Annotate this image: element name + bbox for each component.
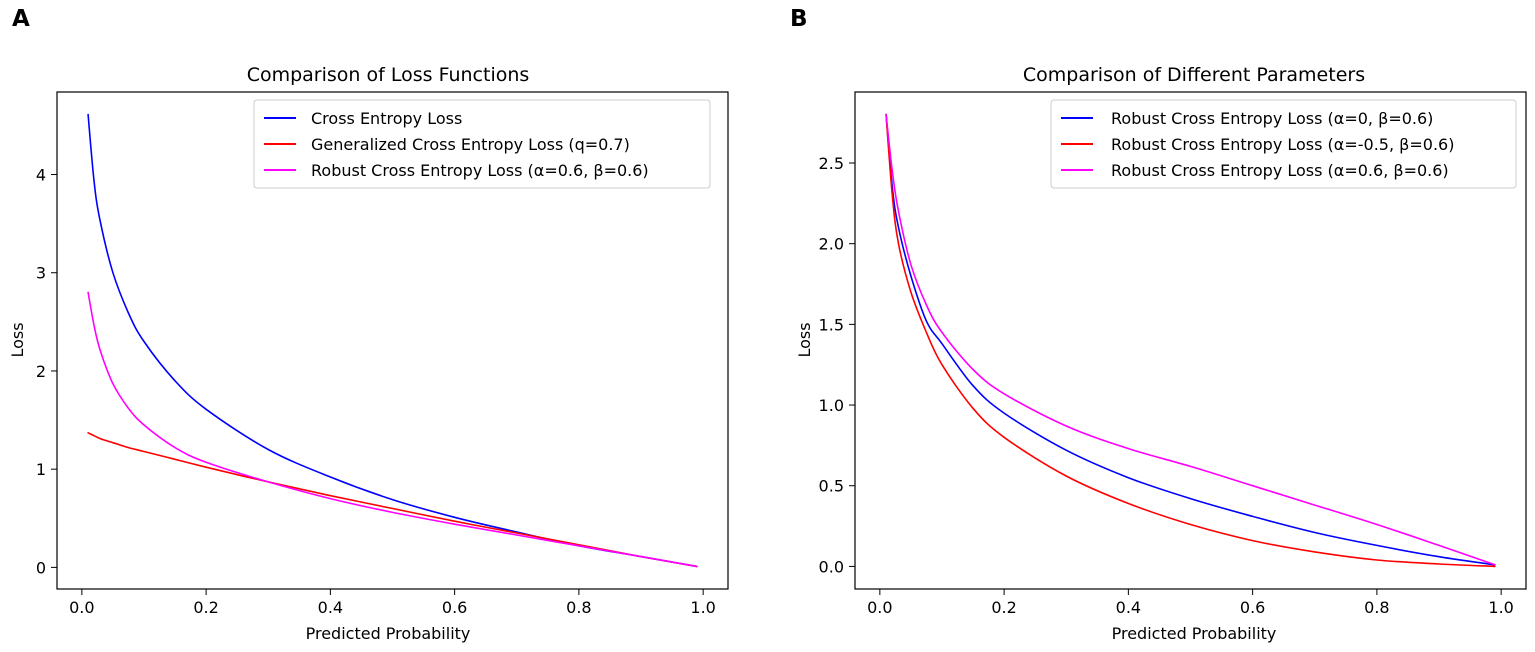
series-line-a-2 bbox=[87, 291, 698, 568]
legend-label: Robust Cross Entropy Loss (α=0, β=0.6) bbox=[1111, 109, 1433, 128]
chart-title-b: Comparison of Different Parameters bbox=[1023, 64, 1365, 86]
x-tick-label: 0.4 bbox=[318, 598, 343, 617]
x-tick-label: 0.8 bbox=[1364, 598, 1389, 617]
y-axis-label-b: Loss bbox=[795, 322, 814, 357]
y-tick-label: 1.5 bbox=[819, 315, 844, 334]
x-axis-label-a: Predicted Probability bbox=[306, 624, 471, 643]
y-tick-label: 2.0 bbox=[819, 235, 844, 254]
panel-b: B Comparison of Different Parameters 0.0… bbox=[790, 6, 1527, 643]
y-tick-label: 1.0 bbox=[819, 396, 844, 415]
series-line-a-1 bbox=[87, 432, 698, 568]
x-tick-label: 0.6 bbox=[442, 598, 467, 617]
series-lines-a bbox=[87, 113, 698, 568]
axes-frame-b bbox=[854, 91, 1527, 590]
legend-b: Robust Cross Entropy Loss (α=0, β=0.6) R… bbox=[1050, 99, 1517, 189]
x-tick-label: 0.2 bbox=[991, 598, 1016, 617]
legend-label: Robust Cross Entropy Loss (α=0.6, β=0.6) bbox=[1111, 161, 1449, 180]
x-tick-label: 0.4 bbox=[1116, 598, 1141, 617]
y-tick-label: 3 bbox=[36, 264, 46, 283]
legend-box-b bbox=[1050, 99, 1517, 189]
y-tick-label: 4 bbox=[36, 166, 46, 185]
axes-ticks-b: 0.0 0.2 0.4 0.6 0.8 1.0 0.0 0.5 1.0 1.5 2.0 2.5 bbox=[819, 154, 1514, 617]
x-tick-label: 0.0 bbox=[69, 598, 94, 617]
legend-label: Robust Cross Entropy Loss (α=-0.5, β=0.6… bbox=[1111, 135, 1454, 154]
y-tick-label: 1 bbox=[36, 460, 46, 479]
legend-label: Generalized Cross Entropy Loss (q=0.7) bbox=[311, 135, 630, 154]
y-tick-label: 0 bbox=[36, 558, 46, 577]
axes-frame-a bbox=[56, 91, 729, 590]
legend-a: Cross Entropy Loss Generalized Cross Ent… bbox=[253, 99, 711, 189]
axes-ticks-a: 0.0 0.2 0.4 0.6 0.8 1.0 0 1 2 3 4 bbox=[36, 166, 716, 617]
x-tick-label: 1.0 bbox=[690, 598, 715, 617]
legend-box-a bbox=[253, 99, 711, 189]
panel-a: A Comparison of Loss Functions 0.0 0.2 0.4… bbox=[8, 6, 729, 643]
y-tick-label: 2 bbox=[36, 362, 46, 381]
legend-label: Cross Entropy Loss bbox=[311, 109, 462, 128]
y-tick-label: 0.5 bbox=[819, 477, 844, 496]
y-axis-label-a: Loss bbox=[8, 322, 27, 357]
x-tick-label: 0.8 bbox=[566, 598, 591, 617]
x-tick-label: 0.0 bbox=[867, 598, 892, 617]
x-tick-label: 0.2 bbox=[193, 598, 218, 617]
x-tick-label: 0.6 bbox=[1240, 598, 1265, 617]
series-lines-b bbox=[885, 113, 1496, 568]
series-line-b-0 bbox=[885, 113, 1496, 566]
x-tick-label: 1.0 bbox=[1488, 598, 1513, 617]
y-tick-label: 0.0 bbox=[819, 557, 844, 576]
y-tick-label: 2.5 bbox=[819, 154, 844, 173]
legend-label: Robust Cross Entropy Loss (α=0.6, β=0.6) bbox=[311, 161, 649, 180]
x-axis-label-b: Predicted Probability bbox=[1112, 624, 1277, 643]
series-line-b-1 bbox=[885, 113, 1496, 568]
series-line-b-2 bbox=[885, 113, 1496, 566]
chart-title-a: Comparison of Loss Functions bbox=[247, 64, 530, 86]
panel-letter-b: B bbox=[790, 6, 808, 32]
panel-letter-a: A bbox=[12, 6, 30, 32]
